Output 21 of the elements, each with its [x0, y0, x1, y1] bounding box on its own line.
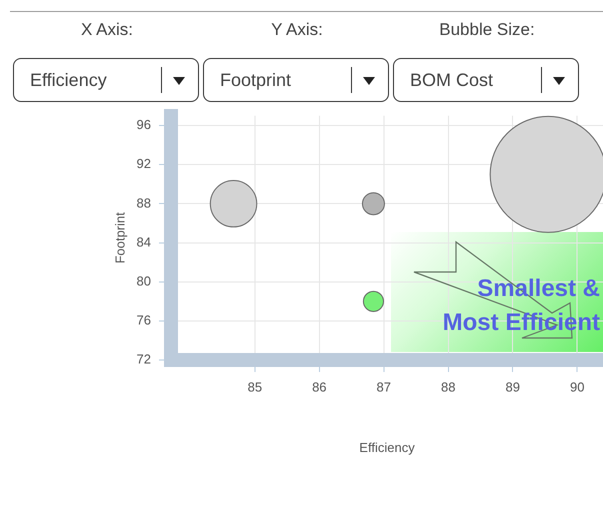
- y-tick-label: 80: [136, 273, 151, 288]
- dropdown[interactable]: Footprint: [203, 58, 389, 102]
- x-axis-title: Efficiency: [359, 440, 416, 455]
- x-tick-label: 88: [441, 379, 456, 394]
- y-tick-label: 76: [136, 312, 151, 328]
- x-tick-label: 86: [312, 379, 327, 394]
- y-tick-label: 72: [136, 352, 151, 367]
- text: Y Axis:: [270, 20, 324, 40]
- y-tick-label: 88: [136, 195, 151, 210]
- text: X Axis:: [80, 20, 134, 40]
- dropdown[interactable]: BOM Cost: [393, 58, 579, 102]
- x-tick-label: 87: [376, 379, 392, 394]
- y-axis-title: Footprint: [112, 212, 128, 264]
- dropdown[interactable]: Efficiency: [13, 58, 199, 102]
- x-tick-label: 85: [248, 379, 262, 394]
- x-tick-label: 89: [505, 379, 520, 394]
- text: Bubble Size:: [438, 20, 536, 40]
- x-tick-label: 90: [570, 379, 584, 394]
- y-tick-label: 96: [136, 117, 151, 132]
- y-tick-label: 84: [136, 234, 151, 250]
- y-tick-label: 92: [136, 156, 151, 172]
